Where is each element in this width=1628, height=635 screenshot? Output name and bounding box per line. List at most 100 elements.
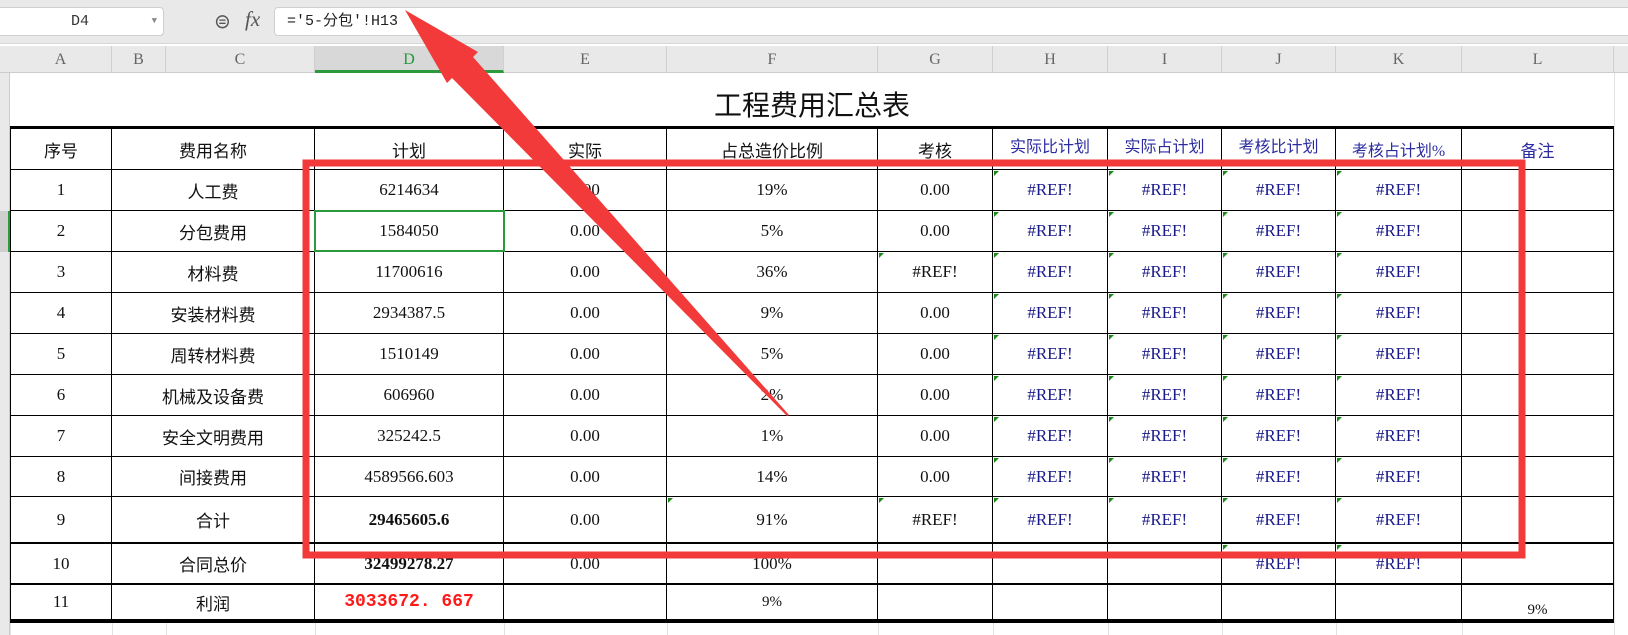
table-cell[interactable] bbox=[1222, 585, 1336, 623]
table-cell[interactable]: #REF! bbox=[1108, 497, 1222, 544]
table-cell[interactable]: #REF! bbox=[993, 375, 1108, 416]
table-cell[interactable]: #REF! bbox=[1336, 497, 1462, 544]
header-cell[interactable]: 计划 bbox=[315, 129, 504, 170]
column-header-A[interactable]: A bbox=[10, 46, 112, 73]
table-cell[interactable]: 2934387.5 bbox=[315, 293, 504, 334]
table-cell[interactable]: 机械及设备费 bbox=[112, 375, 315, 416]
table-cell[interactable]: #REF! bbox=[1336, 252, 1462, 293]
table-cell[interactable]: 325242.5 bbox=[315, 416, 504, 457]
table-cell[interactable]: 0.00 bbox=[878, 293, 993, 334]
table-cell[interactable]: 9% bbox=[667, 585, 878, 623]
table-cell[interactable]: #REF! bbox=[1336, 211, 1462, 252]
table-cell[interactable]: #REF! bbox=[993, 497, 1108, 544]
table-cell[interactable] bbox=[1462, 544, 1614, 585]
table-cell[interactable]: 14% bbox=[667, 457, 878, 497]
header-cell[interactable]: 考核占计划% bbox=[1336, 129, 1462, 170]
table-cell[interactable]: 利润 bbox=[112, 585, 315, 623]
table-cell[interactable]: #REF! bbox=[993, 457, 1108, 497]
table-cell[interactable]: 间接费用 bbox=[112, 457, 315, 497]
table-cell[interactable]: 0.00 bbox=[504, 211, 667, 252]
table-cell[interactable]: 29465605.6 bbox=[315, 497, 504, 544]
table-cell[interactable]: 9% bbox=[1462, 585, 1614, 623]
table-cell[interactable]: 10 bbox=[10, 544, 112, 585]
header-cell[interactable]: 考核比计划 bbox=[1222, 129, 1336, 170]
table-cell[interactable]: 0.00 bbox=[504, 375, 667, 416]
table-cell[interactable] bbox=[1462, 293, 1614, 334]
table-cell[interactable]: 1% bbox=[667, 416, 878, 457]
column-header-H[interactable]: H bbox=[993, 46, 1108, 73]
table-cell[interactable]: 606960 bbox=[315, 375, 504, 416]
table-cell[interactable]: 91% bbox=[667, 497, 878, 544]
table-cell[interactable]: 11700616 bbox=[315, 252, 504, 293]
header-cell[interactable]: 考核 bbox=[878, 129, 993, 170]
table-cell[interactable]: #REF! bbox=[1336, 170, 1462, 211]
table-cell[interactable]: 0.00 bbox=[878, 211, 993, 252]
table-cell[interactable]: #REF! bbox=[993, 293, 1108, 334]
table-cell[interactable]: #REF! bbox=[1108, 334, 1222, 375]
table-cell[interactable] bbox=[1462, 497, 1614, 544]
table-cell[interactable]: 3033672. 667 bbox=[315, 585, 504, 623]
formula-input[interactable]: ='5-分包'!H13 bbox=[274, 7, 1628, 36]
table-cell[interactable]: #REF! bbox=[1336, 334, 1462, 375]
header-cell[interactable]: 备注 bbox=[1462, 129, 1614, 170]
column-header-K[interactable]: K bbox=[1336, 46, 1462, 73]
table-cell[interactable]: #REF! bbox=[1336, 544, 1462, 585]
table-cell[interactable]: 分包费用 bbox=[112, 211, 315, 252]
table-cell[interactable]: #REF! bbox=[1222, 375, 1336, 416]
table-cell[interactable]: #REF! bbox=[1222, 497, 1336, 544]
table-cell[interactable]: 5% bbox=[667, 334, 878, 375]
column-header-D[interactable]: D bbox=[315, 46, 504, 73]
table-cell[interactable]: #REF! bbox=[1222, 293, 1336, 334]
table-cell[interactable] bbox=[878, 544, 993, 585]
column-header-E[interactable]: E bbox=[504, 46, 667, 73]
column-header-G[interactable]: G bbox=[878, 46, 993, 73]
column-header-I[interactable]: I bbox=[1108, 46, 1222, 73]
table-cell[interactable] bbox=[1108, 585, 1222, 623]
table-cell[interactable]: #REF! bbox=[1108, 293, 1222, 334]
table-cell[interactable]: 0.00 bbox=[878, 375, 993, 416]
table-cell[interactable]: #REF! bbox=[1336, 457, 1462, 497]
table-cell[interactable]: 19% bbox=[667, 170, 878, 211]
table-cell[interactable]: 0.00 bbox=[504, 293, 667, 334]
table-cell[interactable]: #REF! bbox=[993, 334, 1108, 375]
table-cell[interactable]: 9% bbox=[667, 293, 878, 334]
table-cell[interactable] bbox=[1462, 375, 1614, 416]
table-cell[interactable] bbox=[1462, 170, 1614, 211]
table-cell[interactable]: 1 bbox=[10, 170, 112, 211]
header-cell[interactable]: 实际占计划 bbox=[1108, 129, 1222, 170]
table-cell[interactable] bbox=[1462, 457, 1614, 497]
table-cell[interactable]: 材料费 bbox=[112, 252, 315, 293]
table-cell[interactable] bbox=[1108, 544, 1222, 585]
table-cell[interactable]: 32499278.27 bbox=[315, 544, 504, 585]
table-cell[interactable]: 9 bbox=[10, 497, 112, 544]
table-cell[interactable]: #REF! bbox=[878, 252, 993, 293]
sheet-title[interactable]: 工程费用汇总表 bbox=[10, 73, 1614, 129]
table-cell[interactable]: 人工费 bbox=[112, 170, 315, 211]
table-cell[interactable] bbox=[1462, 252, 1614, 293]
table-cell[interactable]: #REF! bbox=[1222, 457, 1336, 497]
table-cell[interactable]: #REF! bbox=[878, 497, 993, 544]
column-header-F[interactable]: F bbox=[667, 46, 878, 73]
table-cell[interactable]: #REF! bbox=[1108, 170, 1222, 211]
table-cell[interactable]: #REF! bbox=[1222, 252, 1336, 293]
table-cell[interactable] bbox=[1462, 416, 1614, 457]
table-cell[interactable]: #REF! bbox=[1336, 375, 1462, 416]
table-cell[interactable]: #REF! bbox=[1336, 416, 1462, 457]
table-cell[interactable]: 0.00 bbox=[504, 457, 667, 497]
header-cell[interactable]: 占总造价比例 bbox=[667, 129, 878, 170]
table-cell[interactable]: 0.00 bbox=[504, 252, 667, 293]
table-cell[interactable] bbox=[1462, 211, 1614, 252]
table-cell[interactable]: 0.00 bbox=[504, 170, 667, 211]
header-cell[interactable]: 实际比计划 bbox=[993, 129, 1108, 170]
name-box[interactable]: D4 ▼ bbox=[0, 7, 164, 36]
table-cell[interactable]: 3 bbox=[10, 252, 112, 293]
table-cell[interactable]: 0.00 bbox=[878, 457, 993, 497]
table-cell[interactable]: #REF! bbox=[1108, 416, 1222, 457]
table-cell[interactable] bbox=[878, 585, 993, 623]
table-cell[interactable]: #REF! bbox=[1108, 375, 1222, 416]
table-cell[interactable]: 8 bbox=[10, 457, 112, 497]
column-header-C[interactable]: C bbox=[166, 46, 315, 73]
column-header-J[interactable]: J bbox=[1222, 46, 1336, 73]
table-cell[interactable]: #REF! bbox=[993, 170, 1108, 211]
table-cell[interactable]: 1510149 bbox=[315, 334, 504, 375]
